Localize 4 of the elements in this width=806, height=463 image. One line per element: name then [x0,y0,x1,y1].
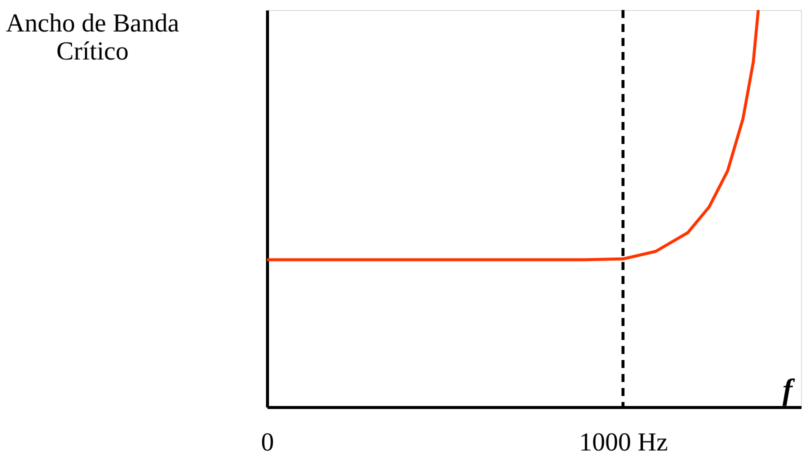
x-axis-title: f [782,374,796,406]
y-axis-title: Ancho de Banda Crítico [6,8,180,66]
x-tick-label: 0 [261,428,274,456]
x-tick-label: 1000 Hz [579,428,668,456]
